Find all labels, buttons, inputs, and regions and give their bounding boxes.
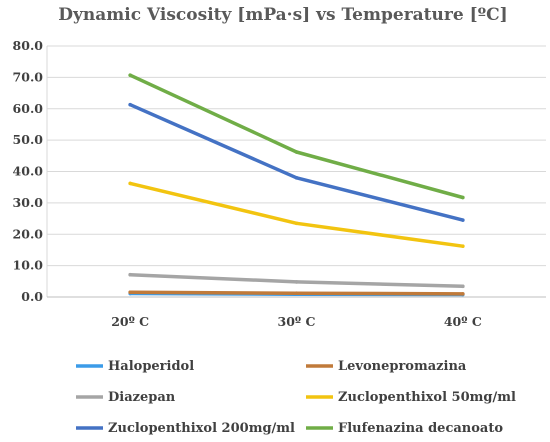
legend: Haloperidol Levonepromazina Diazepan Zuclop…: [76, 359, 516, 436]
data-point: [294, 175, 299, 180]
data-point: [461, 284, 465, 289]
data-point: [294, 280, 299, 284]
data-point: [461, 292, 465, 296]
series-line-zuclopenthixol-50mg-ml: [128, 181, 465, 248]
data-point: [461, 218, 465, 222]
data-point: [461, 244, 465, 248]
data-point: [128, 272, 132, 277]
data-point: [461, 195, 465, 200]
y-tick-label: 60.0: [13, 101, 44, 116]
x-axis: 20º C 30º C 40º C: [47, 296, 546, 329]
data-point: [128, 290, 132, 295]
data-point: [294, 291, 299, 296]
legend-label: Flufenazina decanoato: [338, 421, 503, 436]
legend-label: Haloperidol: [108, 359, 194, 374]
data-point: [294, 150, 299, 154]
legend-label: Levonepromazina: [338, 359, 467, 374]
x-tick-label: 40º C: [444, 314, 482, 329]
data-point: [128, 102, 132, 107]
y-tick-label: 70.0: [13, 69, 44, 84]
legend-label: Zuclopenthixol 200mg/ml: [108, 421, 295, 436]
data-point: [128, 73, 132, 77]
y-tick-label: 40.0: [13, 164, 44, 179]
legend-label: Diazepan: [108, 390, 176, 405]
y-tick-label: 80.0: [13, 38, 44, 53]
y-tick-label: 20.0: [13, 226, 44, 241]
data-point: [294, 221, 299, 226]
x-tick-label: 30º C: [278, 314, 316, 329]
y-tick-label: 50.0: [13, 132, 44, 147]
x-tick-label: 20º C: [111, 314, 149, 329]
series-lines: [128, 73, 465, 297]
y-axis: 0.0 10.0 20.0 30.0 40.0 50.0 60.0 70.0 80.0: [13, 38, 48, 304]
y-tick-label: 30.0: [13, 195, 44, 210]
data-point: [128, 181, 132, 186]
chart-title: Dynamic Viscosity [mPa·s] vs Temperature…: [58, 5, 507, 25]
y-tick-label: 10.0: [13, 258, 44, 273]
legend-label: Zuclopenthixol 50mg/ml: [338, 390, 516, 405]
gridlines: [47, 45, 546, 298]
y-tick-label: 0.0: [21, 289, 43, 304]
